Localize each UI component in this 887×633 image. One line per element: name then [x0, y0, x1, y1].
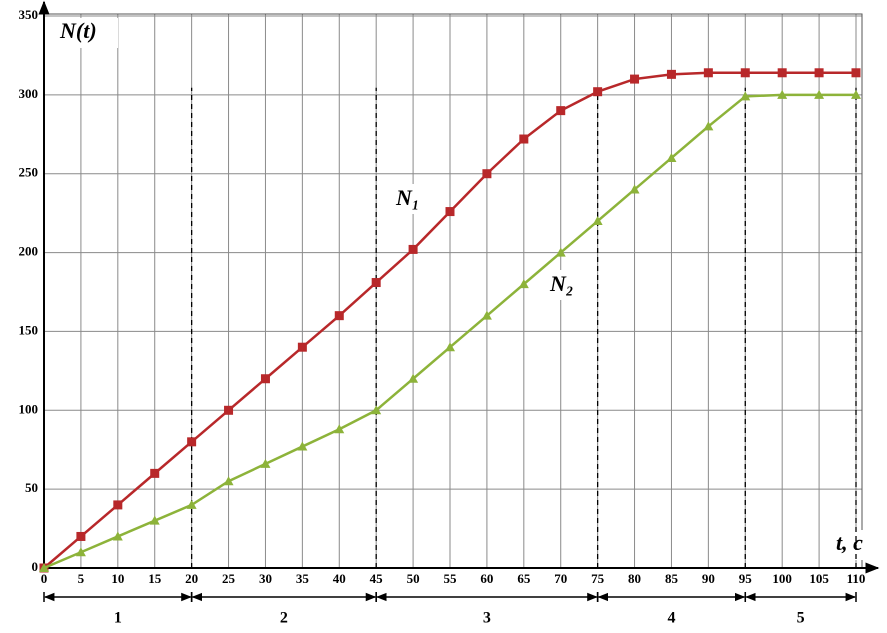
- marker: [334, 424, 345, 434]
- y-tick-label: 100: [19, 401, 39, 416]
- marker: [740, 91, 751, 101]
- marker: [371, 405, 382, 415]
- x-tick-label: 45: [370, 571, 384, 586]
- label-bg: [56, 18, 118, 48]
- marker: [482, 169, 492, 179]
- marker: [666, 152, 677, 162]
- x-tick-label: 60: [480, 571, 493, 586]
- x-tick-label: 5: [78, 571, 85, 586]
- marker: [630, 74, 640, 84]
- marker: [703, 121, 714, 131]
- x-tick-label: 70: [554, 571, 567, 586]
- marker: [408, 244, 418, 254]
- marker: [186, 499, 197, 509]
- plot-frame: [43, 13, 863, 569]
- marker: [593, 87, 603, 97]
- marker: [851, 68, 861, 78]
- marker: [814, 68, 824, 78]
- y-axis-label: N(t): [59, 18, 97, 43]
- marker: [408, 373, 419, 383]
- series-label: N₁: [395, 185, 420, 210]
- label-bg: [546, 270, 590, 300]
- y-tick-label: 300: [19, 86, 39, 101]
- x-tick-label: 110: [847, 571, 866, 586]
- x-tick-label: 95: [739, 571, 753, 586]
- x-tick-label: 55: [444, 571, 458, 586]
- marker: [851, 89, 861, 99]
- marker: [112, 531, 123, 541]
- marker: [666, 69, 676, 79]
- marker: [113, 500, 123, 510]
- marker: [187, 437, 197, 447]
- marker: [556, 106, 566, 116]
- stage-label: 1: [114, 610, 122, 627]
- marker: [629, 184, 640, 194]
- grid: [43, 14, 862, 569]
- marker: [777, 68, 787, 78]
- marker: [592, 216, 603, 226]
- marker: [260, 458, 271, 468]
- marker: [149, 515, 160, 525]
- stage-label: 3: [483, 610, 491, 627]
- label-bg: [392, 184, 436, 214]
- y-tick-label: 200: [19, 244, 39, 259]
- marker: [39, 563, 49, 572]
- marker: [334, 311, 344, 321]
- marker: [223, 476, 234, 486]
- marker: [740, 68, 750, 78]
- marker: [555, 247, 566, 257]
- x-tick-label: 35: [296, 571, 310, 586]
- x-tick-label: 90: [702, 571, 715, 586]
- marker: [260, 374, 270, 384]
- y-tick-label: 150: [19, 322, 39, 337]
- marker: [481, 310, 492, 320]
- marker: [518, 279, 529, 289]
- x-tick-label: 0: [41, 571, 48, 586]
- x-tick-label: 100: [772, 571, 792, 586]
- marker: [445, 342, 455, 352]
- marker: [75, 547, 86, 557]
- x-tick-label: 25: [222, 571, 236, 586]
- x-tick-label: 15: [148, 571, 162, 586]
- y-tick-label: 50: [25, 480, 38, 495]
- marker: [519, 134, 529, 144]
- marker: [814, 89, 825, 99]
- x-tick-label: 20: [185, 571, 198, 586]
- marker: [297, 342, 307, 352]
- y-tick-label: 350: [19, 7, 39, 22]
- marker: [297, 441, 308, 451]
- marker: [76, 531, 86, 541]
- x-tick-label: 10: [111, 571, 124, 586]
- x-tick-label: 80: [628, 571, 641, 586]
- x-tick-label: 75: [591, 571, 605, 586]
- x-tick-label: 65: [517, 571, 531, 586]
- label-bg: [830, 530, 876, 560]
- marker: [703, 68, 713, 78]
- stage-label: 2: [280, 610, 288, 627]
- marker: [777, 89, 788, 99]
- x-tick-label: 50: [407, 571, 420, 586]
- marker: [150, 468, 160, 478]
- marker: [445, 207, 455, 217]
- y-tick-label: 250: [19, 165, 39, 180]
- x-axis-label: t, c: [836, 530, 863, 555]
- x-tick-label: 85: [665, 571, 679, 586]
- x-tick-label: 30: [259, 571, 272, 586]
- stage-label: 5: [797, 610, 805, 627]
- marker: [224, 405, 234, 415]
- y-tick-label: 0: [32, 559, 39, 574]
- marker: [371, 278, 381, 288]
- x-tick-label: 40: [333, 571, 346, 586]
- x-tick-label: 105: [809, 571, 829, 586]
- stage-label: 4: [667, 610, 675, 627]
- series-label: N₂: [549, 271, 574, 296]
